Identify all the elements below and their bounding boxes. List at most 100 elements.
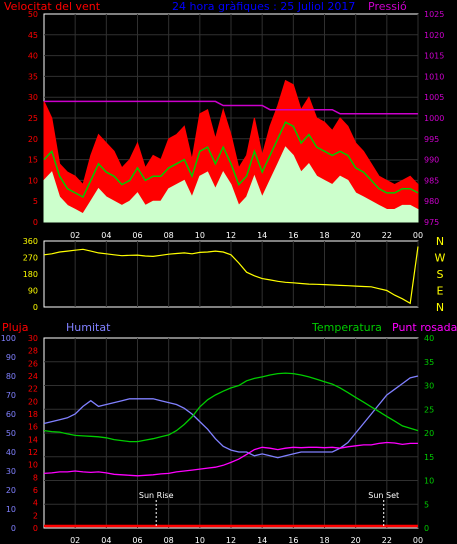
time-tick-20: 20 [351,231,361,240]
direction-tick-270: 270 [23,254,38,263]
direction-tick-90: 90 [28,287,38,296]
direction-tick-0: 0 [33,303,38,312]
temp-humidity-grid [44,338,419,528]
rain-tick-8: 8 [33,473,38,482]
time-tick-06: 06 [132,231,142,240]
time-tick-18: 18 [319,536,329,544]
rain-tick-0: 0 [33,524,38,533]
humidity-tick-10: 10 [6,505,16,514]
time-tick-12: 12 [226,231,236,240]
time-tick-14: 14 [257,231,267,240]
temperature-tick-30: 30 [424,382,434,391]
rain-tick-24: 24 [28,372,38,381]
wind-speed-tick-25: 25 [28,114,38,123]
humidity-axis-title: Humitat [66,321,111,334]
dewpoint-axis-title: Punt rosada [392,321,457,334]
humidity-tick-80: 80 [6,372,16,381]
wind-speed-tick-40: 40 [28,52,38,61]
time-tick-22: 22 [382,536,392,544]
time-tick-02: 02 [70,536,80,544]
humidity-tick-30: 30 [6,467,16,476]
temperature-axis-title: Temperatura [311,321,382,334]
compass-N: N [436,235,444,248]
temperature-tick-35: 35 [424,358,434,367]
rain-tick-4: 4 [33,499,38,508]
sun-rise-label: Sun Rise [139,491,174,500]
temperature-tick-labels: 0 5 10 15 20 25 30 35 40 [424,334,434,533]
time-tick-02: 02 [70,231,80,240]
wind-speed-tick-15: 15 [28,156,38,165]
wind-pressure-series [43,79,419,223]
humidity-tick-100: 100 [1,334,16,343]
time-tick-06: 06 [132,536,142,544]
pressure-tick-990: 990 [424,156,439,165]
time-tick-08: 08 [164,231,174,240]
temperature-line [43,372,419,443]
compass-N: N [436,301,444,314]
compass-E: E [437,285,444,298]
rain-tick-26: 26 [28,359,38,368]
humidity-tick-50: 50 [6,429,16,438]
direction-tick-360: 360 [23,237,38,246]
rain-tick-10: 10 [28,461,38,470]
time-tick-12: 12 [226,536,236,544]
direction-tick-180: 180 [23,270,38,279]
humidity-tick-40: 40 [6,448,16,457]
temperature-tick-40: 40 [424,334,434,343]
pressure-tick-1015: 1015 [424,52,444,61]
wind-speed-tick-5: 5 [33,197,38,206]
pressure-tick-985: 985 [424,176,439,185]
wind-speed-tick-45: 45 [28,31,38,40]
pressure-tick-1000: 1000 [424,114,444,123]
humidity-line [43,375,419,459]
pressure-tick-975: 975 [424,218,439,227]
wind-time-tick-labels: 02 04 06 08 10 12 14 16 18 20 22 00 [70,231,423,240]
humidity-tick-90: 90 [6,353,16,362]
wind-direction-series [43,246,419,305]
rain-tick-18: 18 [28,410,38,419]
chart-title: 24 hora gràfiques : 25 Juliol 2017 [172,0,355,13]
compass-S: S [437,268,444,281]
wind-speed-tick-35: 35 [28,72,38,81]
wind-low-area [43,146,419,223]
temp-humidity-series [43,372,419,528]
sun-markers: Sun Rise Sun Set [139,491,399,528]
temperature-tick-15: 15 [424,453,434,462]
temperature-tick-5: 5 [424,500,429,509]
wind-speed-tick-10: 10 [28,176,38,185]
humidity-tick-60: 60 [6,410,16,419]
wind-direction-line [43,246,419,305]
temp-time-tick-labels: 02 04 06 08 10 12 14 16 18 20 22 00 [70,536,423,544]
time-tick-04: 04 [101,536,111,544]
time-tick-14: 14 [257,536,267,544]
pressure-tick-1010: 1010 [424,72,444,81]
compass-W: W [435,252,446,265]
wind-speed-line [43,121,419,199]
temperature-tick-20: 20 [424,429,434,438]
humidity-tick-labels: 0 10 20 30 40 50 60 70 80 90 100 [1,334,16,533]
pressure-tick-980: 980 [424,197,439,206]
time-tick-04: 04 [101,231,111,240]
rain-tick-22: 22 [28,385,38,394]
wind-speed-axis-title: Velocitat del vent [4,0,101,13]
wind-speed-tick-labels: 0 5 10 15 20 25 30 35 40 45 50 [28,10,38,227]
pressure-tick-995: 995 [424,135,439,144]
time-tick-00: 00 [413,231,423,240]
rain-tick-30: 30 [28,334,38,343]
pressure-tick-labels: 975 980 985 990 995 1000 1005 1010 1015 1020 1025 [424,10,444,227]
time-tick-08: 08 [164,536,174,544]
wind-speed-tick-20: 20 [28,135,38,144]
time-tick-00: 00 [413,536,423,544]
time-tick-20: 20 [351,536,361,544]
wind-direction-tick-labels: 0 90 180 270 360 [23,237,38,312]
pressure-tick-1005: 1005 [424,93,444,102]
rain-tick-28: 28 [28,347,38,356]
temperature-tick-25: 25 [424,405,434,414]
rain-axis-title: Pluja [2,321,28,334]
temperature-tick-0: 0 [424,524,429,533]
wind-speed-tick-30: 30 [28,93,38,102]
time-tick-18: 18 [319,231,329,240]
